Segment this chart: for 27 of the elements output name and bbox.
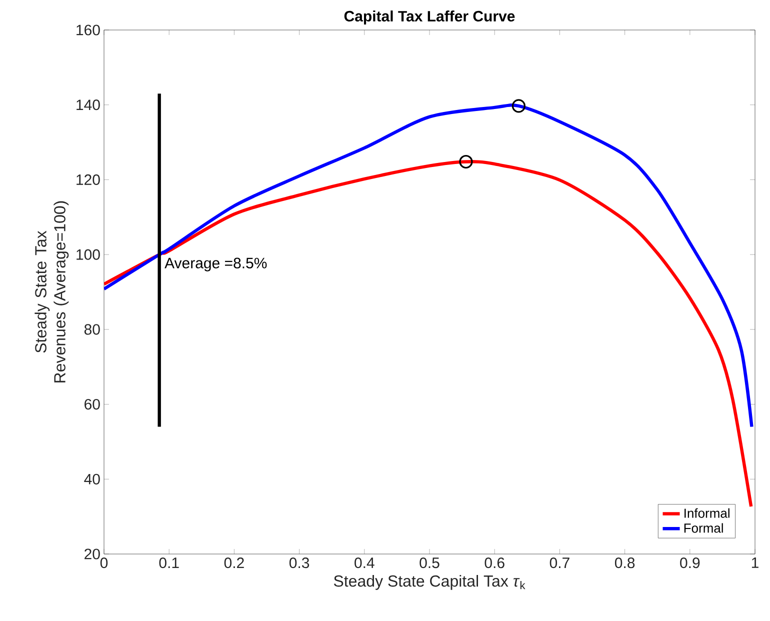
line-series [104,104,754,428]
x-tick-label: 0.3 [289,558,310,568]
y-tick-label: 40 [84,474,100,484]
x-tick-label: 0.1 [159,558,179,568]
x-tick-label: 0 [100,558,108,568]
x-tick-label: 0.5 [420,558,440,568]
y-tick-label: 100 [76,249,100,260]
x-tick-label: 0.2 [224,558,244,568]
x-tick-label: 0.4 [354,558,374,568]
x-tick-label: 0.8 [614,558,635,568]
x-tick-label: 0.6 [484,558,504,568]
y-axis-title: Steady State Tax Revenues (Average=100) [34,201,69,382]
y-tick-label: 60 [84,398,100,410]
y-tick-label: 20 [84,548,100,560]
y-tick-label: 80 [84,324,100,335]
y-tick-label: 140 [76,100,100,110]
chart-title: Capital Tax Laffer Curve [344,10,515,24]
annotation: Average =8.5% [164,258,267,272]
x-axis-title: Steady State Capital Tax τ$_{k}$ [334,574,526,590]
legend-label: Informal [684,508,730,518]
y-tick-label: 120 [76,174,100,186]
x-tick-label: 1 [752,558,758,568]
x-tick-label: 0.9 [680,558,700,568]
y-tick-label: 160 [76,24,100,36]
legend-label: Formal [684,523,723,533]
line-series [104,160,753,508]
x-tick-label: 0.7 [550,558,570,568]
